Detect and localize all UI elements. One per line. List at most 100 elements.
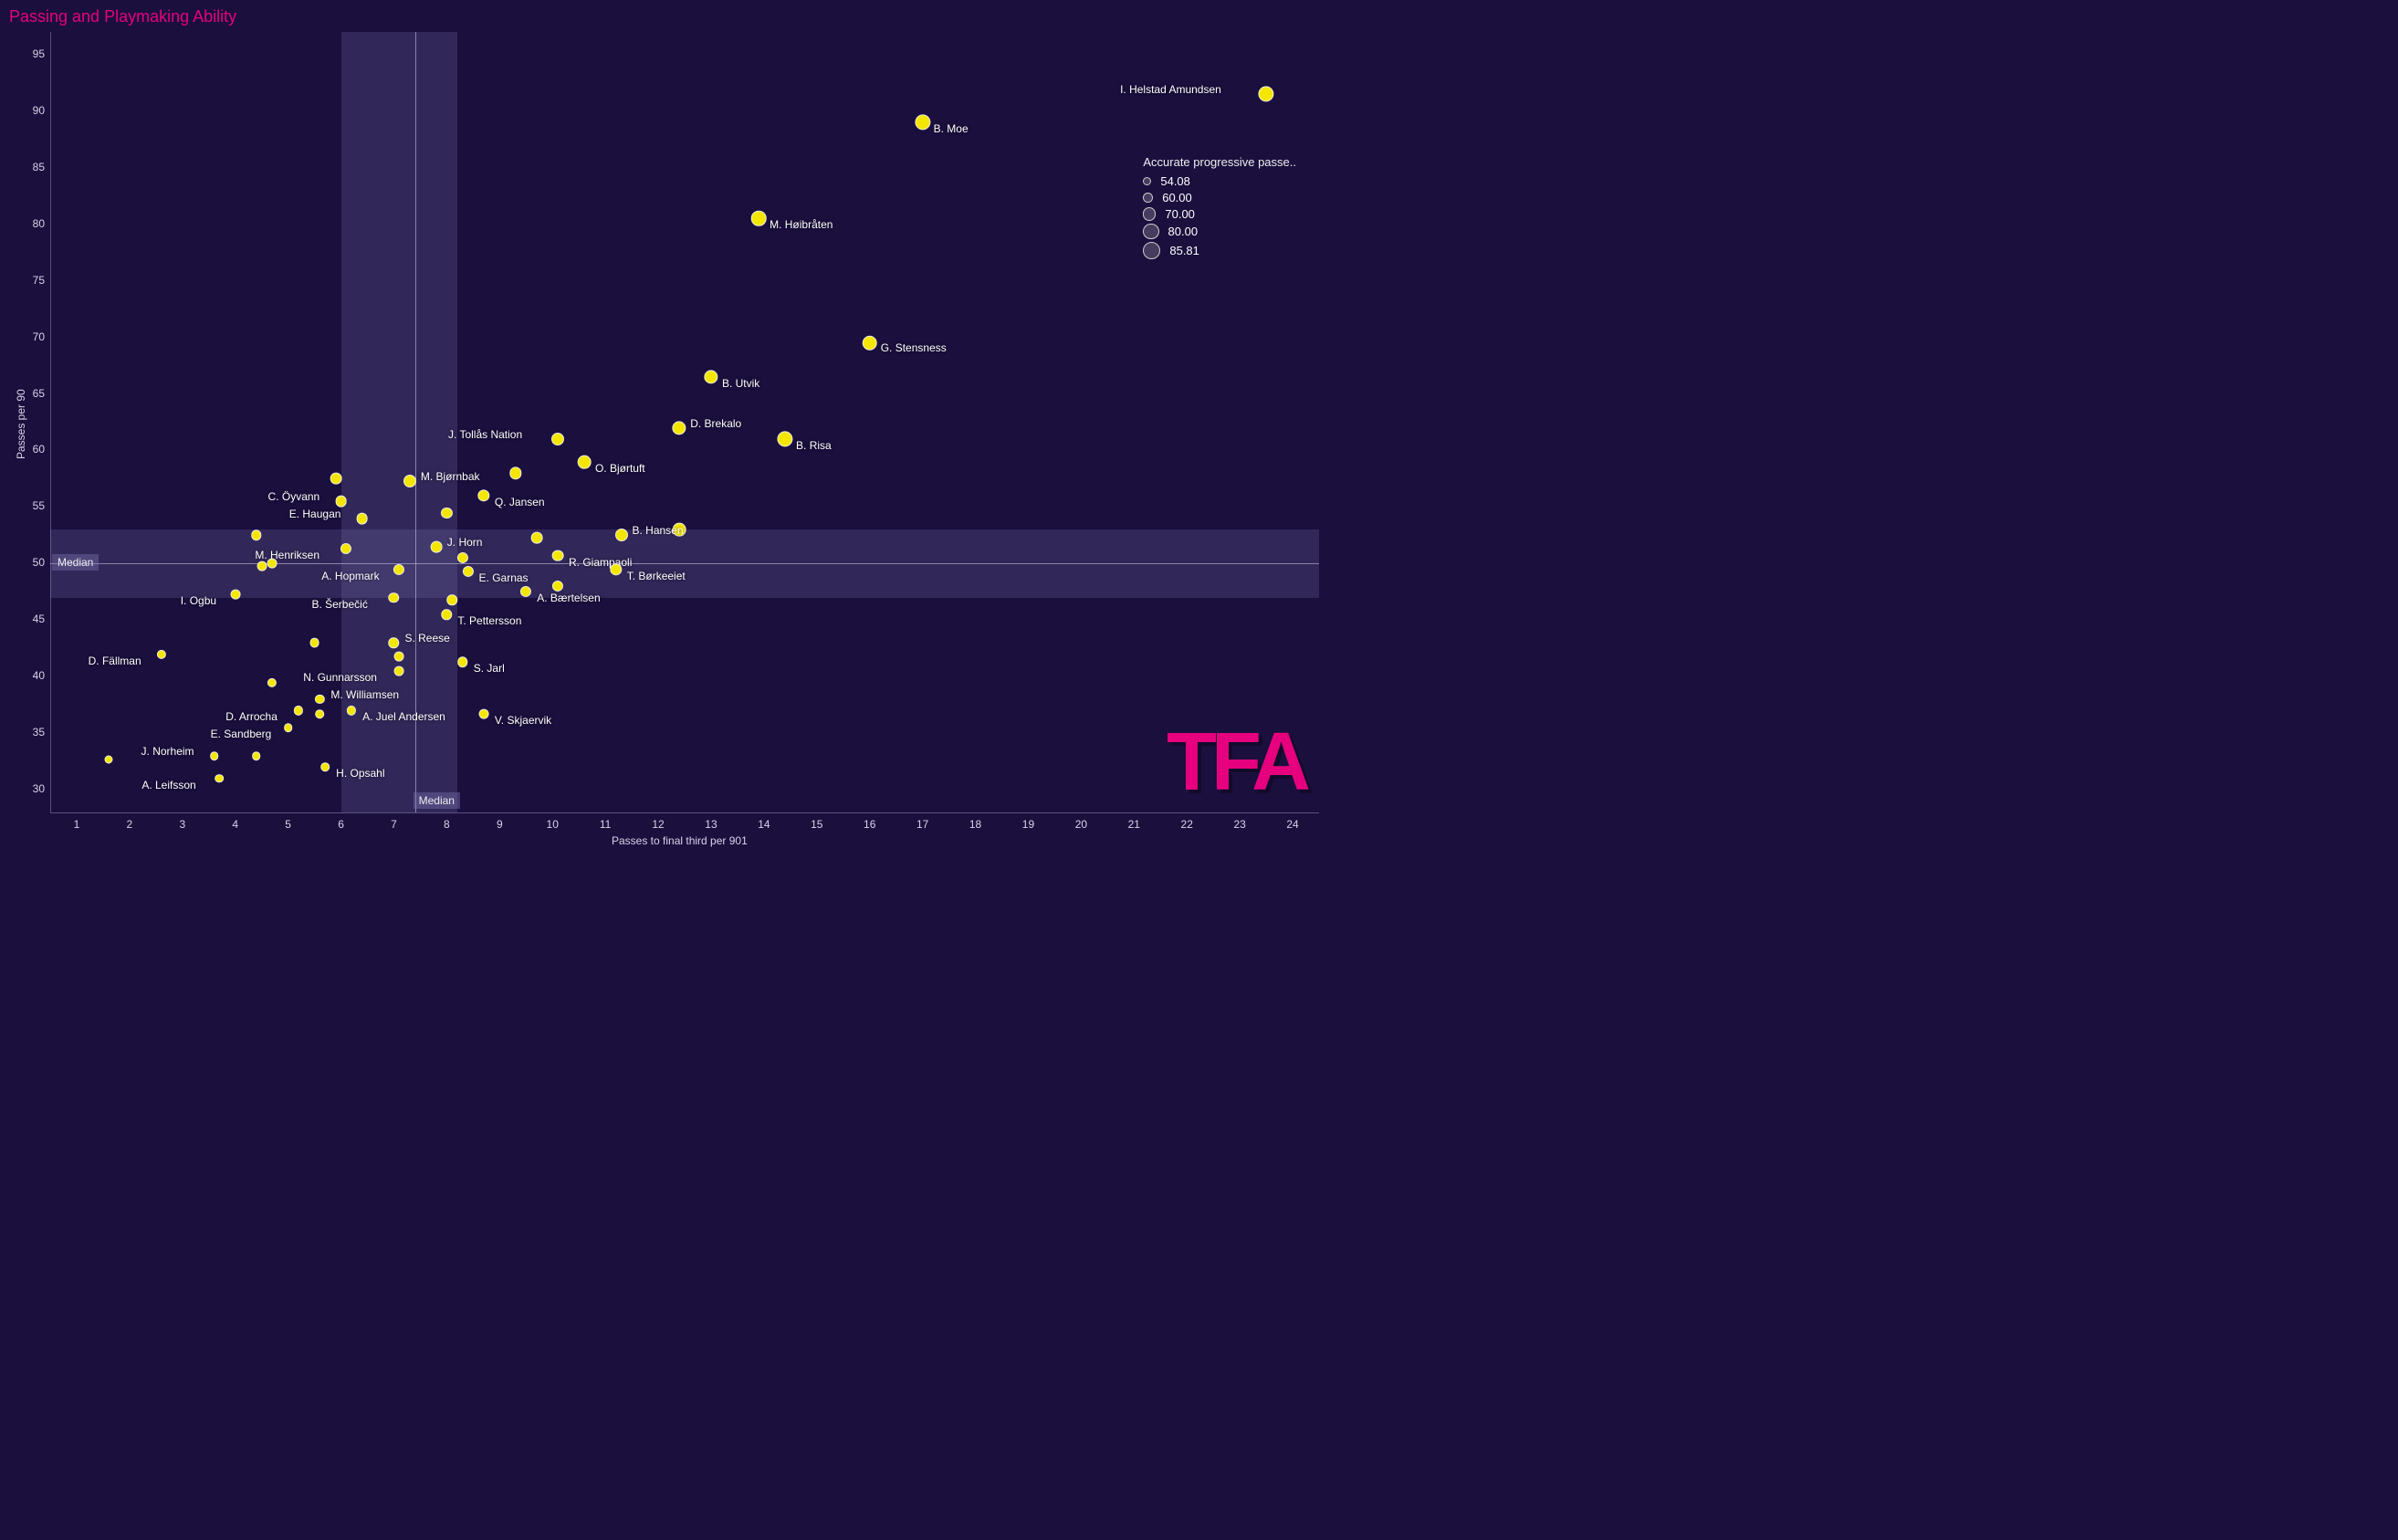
data-point-label: R. Giampaoli	[569, 556, 632, 569]
median-line-vertical	[415, 32, 416, 812]
scatter-chart: Passing and Playmaking AbilityMedianMedi…	[0, 0, 1333, 858]
legend-row: 54.08	[1143, 174, 1296, 188]
data-point[interactable]	[104, 755, 112, 763]
median-label-y: Median	[52, 554, 99, 571]
legend-bubble	[1143, 193, 1153, 203]
data-point-label: D. Fällman	[89, 655, 141, 667]
data-point[interactable]	[394, 666, 404, 676]
data-point[interactable]	[215, 774, 225, 783]
y-tick-label: 80	[21, 217, 45, 230]
x-tick-label: 21	[1128, 818, 1140, 831]
legend-row: 70.00	[1143, 207, 1296, 221]
x-tick-label: 18	[969, 818, 981, 831]
data-point-label: G. Stensness	[881, 341, 947, 354]
data-point-label: A. Juel Andersen	[362, 710, 445, 723]
data-point[interactable]	[477, 489, 489, 501]
data-point[interactable]	[403, 475, 416, 487]
data-point[interactable]	[257, 560, 267, 571]
data-point[interactable]	[704, 370, 717, 383]
data-point[interactable]	[267, 677, 277, 686]
data-point-label: B. Hansen	[633, 524, 684, 537]
y-axis-title: Passes per 90	[15, 389, 27, 459]
data-point-label: V. Skjaervik	[495, 714, 551, 727]
x-tick-label: 12	[652, 818, 664, 831]
x-tick-label: 6	[338, 818, 344, 831]
x-tick-label: 23	[1233, 818, 1245, 831]
data-point-label: T. Pettersson	[457, 614, 521, 627]
data-point-label: H. Opsahl	[336, 767, 384, 780]
data-point[interactable]	[862, 335, 877, 351]
data-point[interactable]	[915, 115, 930, 131]
data-point[interactable]	[478, 709, 488, 719]
data-point-label: I. Ogbu	[181, 594, 216, 607]
data-point[interactable]	[316, 709, 325, 718]
y-tick-label: 85	[21, 161, 45, 173]
y-tick-label: 45	[21, 613, 45, 625]
data-point-label: Q. Jansen	[495, 496, 545, 508]
legend-bubble	[1143, 224, 1158, 239]
x-tick-label: 5	[285, 818, 291, 831]
data-point-label: M. Henriksen	[255, 549, 319, 561]
legend-bubble	[1143, 242, 1160, 259]
data-point-label: E. Haugan	[289, 508, 341, 520]
data-point-label: S. Reese	[404, 632, 449, 644]
x-tick-label: 7	[391, 818, 397, 831]
watermark-logo: TFA	[1167, 721, 1305, 803]
data-point-label: B. Šerbečić	[311, 598, 367, 611]
data-point-label: T. Børkeeiet	[627, 570, 686, 582]
legend-value: 85.81	[1169, 244, 1199, 257]
x-tick-label: 20	[1075, 818, 1087, 831]
size-legend: Accurate progressive passe..54.0860.0070…	[1143, 155, 1296, 262]
data-point[interactable]	[284, 723, 293, 732]
data-point[interactable]	[530, 532, 542, 544]
data-point[interactable]	[394, 652, 404, 662]
data-point[interactable]	[751, 211, 767, 226]
legend-bubble	[1143, 177, 1151, 185]
data-point[interactable]	[552, 550, 564, 561]
data-point-label: E. Garnas	[479, 571, 529, 584]
data-point[interactable]	[578, 456, 592, 469]
data-point[interactable]	[614, 529, 627, 541]
y-axis-line	[50, 32, 51, 812]
y-tick-label: 40	[21, 669, 45, 682]
median-line-horizontal	[50, 563, 1319, 564]
x-tick-label: 24	[1286, 818, 1298, 831]
data-point[interactable]	[309, 638, 319, 648]
data-point[interactable]	[457, 656, 467, 666]
data-point-label: B. Risa	[796, 439, 832, 452]
data-point[interactable]	[356, 512, 368, 524]
data-point[interactable]	[551, 433, 564, 445]
data-point[interactable]	[252, 751, 261, 760]
data-point[interactable]	[673, 421, 686, 435]
x-tick-label: 16	[864, 818, 875, 831]
data-point[interactable]	[230, 589, 240, 599]
x-tick-label: 2	[127, 818, 133, 831]
data-point[interactable]	[1259, 87, 1274, 102]
legend-title: Accurate progressive passe..	[1143, 155, 1296, 169]
data-point[interactable]	[294, 706, 303, 715]
x-tick-label: 10	[547, 818, 559, 831]
data-point-label: M. Williamsen	[330, 688, 399, 701]
data-point[interactable]	[210, 751, 219, 760]
x-tick-label: 8	[444, 818, 450, 831]
legend-value: 80.00	[1168, 225, 1199, 238]
x-tick-label: 14	[758, 818, 770, 831]
data-point[interactable]	[509, 467, 521, 479]
data-point[interactable]	[320, 763, 330, 772]
data-point[interactable]	[335, 496, 347, 508]
data-point[interactable]	[315, 695, 324, 704]
x-axis-title: Passes to final third per 901	[612, 834, 748, 847]
x-tick-label: 19	[1022, 818, 1034, 831]
data-point[interactable]	[267, 559, 277, 569]
data-point[interactable]	[430, 540, 442, 552]
x-tick-label: 13	[705, 818, 717, 831]
data-point-label: B. Utvik	[722, 377, 759, 390]
data-point[interactable]	[777, 432, 792, 447]
data-point[interactable]	[330, 473, 341, 485]
y-tick-label: 95	[21, 47, 45, 60]
data-point[interactable]	[157, 649, 166, 658]
x-tick-label: 22	[1181, 818, 1193, 831]
legend-value: 70.00	[1165, 207, 1195, 221]
y-tick-label: 50	[21, 556, 45, 569]
median-label-x: Median	[414, 792, 460, 809]
